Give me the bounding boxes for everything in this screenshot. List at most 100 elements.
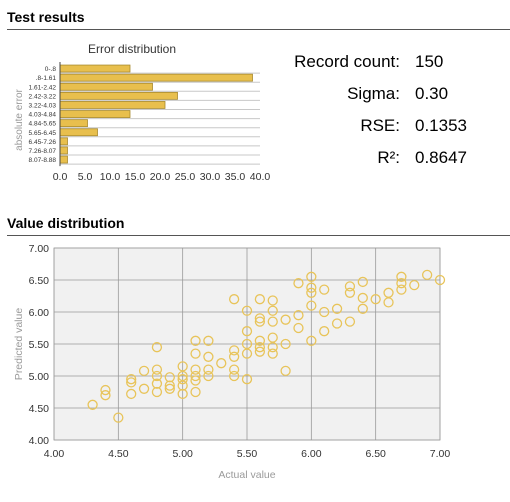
scatter-point (280, 314, 291, 325)
scatter-point (319, 284, 330, 295)
scatter-point (203, 335, 214, 346)
scatter-point (357, 292, 368, 304)
test-results-title: Test results (7, 9, 85, 25)
bar (59, 146, 68, 155)
scatter-point (177, 374, 188, 385)
scatter-point (396, 278, 407, 289)
bar-x-tick-label: 35.0 (225, 171, 246, 183)
scatter-point (357, 276, 368, 288)
bar-chart-y-axis-label: absolute error (14, 88, 25, 150)
scatter-point (203, 364, 214, 375)
bar-x-tick-label: 5.0 (78, 171, 93, 183)
scatter-point (267, 295, 278, 306)
scatter-point (306, 271, 317, 282)
bar-category-label: 7.26-8.07 (29, 148, 57, 155)
bar-category-label: 8.07-8.88 (29, 157, 57, 164)
scatter-y-tick-label: 7.00 (29, 243, 50, 255)
scatter-point (151, 386, 163, 398)
bar-x-tick-label: 20.0 (150, 171, 171, 183)
scatter-point (164, 372, 175, 383)
value-distribution-title: Value distribution (7, 215, 125, 231)
scatter-point (203, 351, 214, 362)
scatter-point (357, 303, 368, 314)
scatter-x-tick-label: 6.50 (365, 448, 386, 460)
bar-x-tick-label: 25.0 (175, 171, 196, 183)
bar (59, 82, 153, 91)
bar-x-tick-label: 30.0 (200, 171, 221, 183)
bar-category-label: 5.65-6.45 (29, 130, 57, 137)
scatter-point (293, 310, 304, 321)
scatter-point (126, 374, 137, 385)
scatter-point (396, 284, 407, 295)
stat-record-count: Record count: 150 (270, 52, 505, 76)
scatter-point (190, 386, 201, 398)
scatter-point (331, 303, 343, 314)
bar (59, 101, 166, 109)
scatter-point (164, 380, 175, 391)
scatter-point (344, 281, 356, 292)
bar-x-tick-label: 10.0 (100, 171, 121, 183)
scatter-point (344, 287, 356, 298)
scatter-point (254, 346, 266, 357)
bar (59, 64, 131, 73)
scatter-y-axis-label: Predicted value (13, 308, 25, 381)
scatter-point (126, 388, 137, 400)
scatter-y-tick-label: 4.50 (29, 403, 50, 415)
scatter-point (319, 326, 330, 337)
scatter-point (306, 300, 317, 311)
scatter-point (331, 318, 343, 329)
bar-category-label: 4.84-5.65 (29, 121, 57, 128)
bar (59, 119, 88, 128)
record-count-value: 150 (415, 52, 444, 71)
scatter-point (293, 322, 304, 334)
scatter-point (396, 271, 407, 282)
scatter-point (293, 278, 304, 289)
sigma-value: 0.30 (415, 84, 449, 103)
scatter-point (100, 384, 111, 396)
scatter-point (190, 335, 201, 346)
scatter-point (241, 326, 253, 337)
scatter-point (151, 378, 163, 389)
scatter-point (190, 364, 201, 375)
scatter-point (267, 348, 278, 359)
scatter-point (383, 297, 394, 308)
scatter-point (254, 313, 266, 324)
record-count-label: Record count: (294, 52, 400, 71)
bar-category-label: 0-.8 (45, 66, 57, 73)
value-distribution-chart: 4.00 4.50 5.00 5.50 6.00 6.50 7.00 4.00 4.50 5.00… (13, 243, 451, 481)
bar-x-tick-label: 15.0 (125, 171, 146, 183)
scatter-point (409, 279, 420, 291)
bar (59, 91, 178, 100)
scatter-point (228, 345, 240, 356)
bar (59, 155, 68, 164)
scatter-point (241, 305, 253, 316)
scatter-x-axis-label: Actual value (218, 469, 275, 481)
scatter-x-tick-label: 4.00 (44, 448, 65, 460)
error-distribution-chart: Error distribution absolute error 0-.8 .8-1… (14, 42, 270, 183)
scatter-point (151, 364, 163, 375)
scatter-point (203, 370, 214, 382)
scatter-point (228, 351, 240, 362)
scatter-point (254, 316, 266, 327)
bar-x-tick-label: 40.0 (250, 171, 270, 183)
scatter-point (254, 335, 266, 346)
bar-category-label: 1.61-2.42 (29, 84, 57, 91)
scatter-y-tick-label: 5.50 (29, 339, 50, 351)
scatter-y-tick-label: 5.00 (29, 371, 50, 383)
scatter-point (241, 348, 253, 359)
stat-sigma: Sigma: 0.30 (270, 84, 505, 108)
scatter-x-tick-label: 7.00 (430, 448, 451, 460)
scatter-point (113, 412, 124, 423)
scatter-point (267, 342, 278, 353)
bar-category-label: .8-1.61 (36, 75, 57, 82)
rse-label: RSE: (360, 116, 400, 135)
scatter-point (280, 338, 291, 350)
scatter-point (370, 294, 381, 305)
scatter-point (126, 377, 137, 388)
scatter-point (151, 370, 163, 382)
bar-category-label: 4.03-4.84 (29, 112, 57, 119)
scatter-point (241, 374, 253, 385)
scatter-point (306, 287, 317, 298)
value-distribution-divider (7, 235, 510, 236)
scatter-point (267, 305, 278, 316)
